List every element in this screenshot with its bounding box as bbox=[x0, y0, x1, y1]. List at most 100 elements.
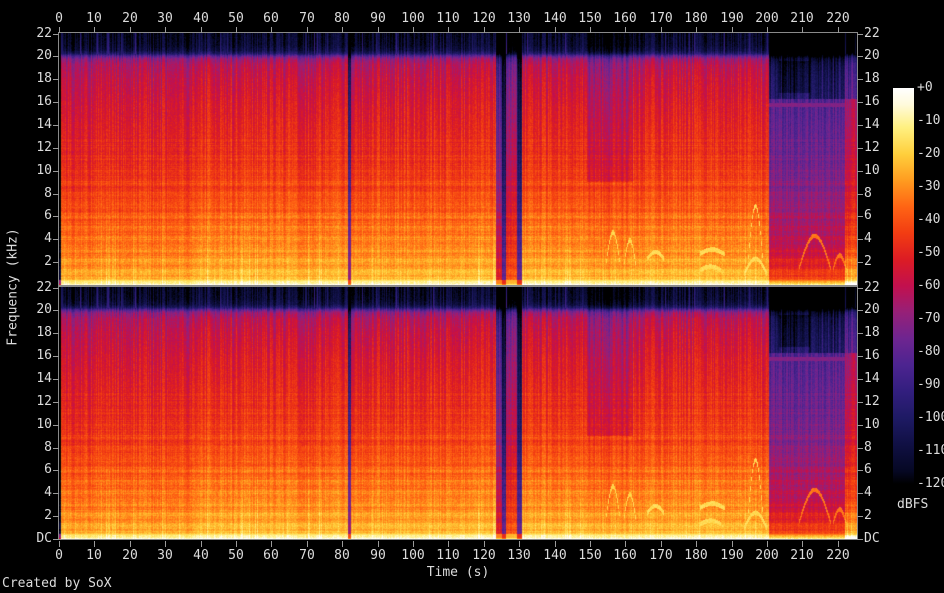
time-tick-label-bottom: 140 bbox=[543, 548, 567, 563]
time-tick-top bbox=[378, 27, 379, 33]
time-tick-label-bottom: 200 bbox=[755, 548, 779, 563]
time-tick-label-bottom: 40 bbox=[193, 548, 209, 563]
freq-tick-right bbox=[857, 425, 863, 426]
freq-tick-left bbox=[53, 448, 59, 449]
freq-tick-label-right: 20 bbox=[864, 48, 880, 63]
freq-tick-right bbox=[857, 102, 863, 103]
freq-tick-left bbox=[53, 79, 59, 80]
time-tick-top bbox=[519, 27, 520, 33]
freq-tick-label-right: 10 bbox=[864, 163, 880, 178]
freq-tick-left bbox=[53, 171, 59, 172]
freq-tick-right bbox=[857, 125, 863, 126]
time-tick-bottom bbox=[165, 541, 166, 547]
time-tick-top bbox=[838, 27, 839, 33]
time-tick-label-top: 40 bbox=[193, 11, 209, 26]
time-tick-label-bottom: 80 bbox=[334, 548, 350, 563]
freq-tick-label-left: DC bbox=[36, 531, 52, 546]
channel-2-border bbox=[58, 286, 858, 540]
freq-tick-left bbox=[53, 402, 59, 403]
time-tick-top bbox=[590, 27, 591, 33]
freq-tick-right bbox=[857, 194, 863, 195]
time-tick-label-top: 130 bbox=[507, 11, 531, 26]
colorbar-tick-label: -120 bbox=[917, 476, 944, 491]
freq-tick-right bbox=[857, 288, 863, 289]
time-tick-bottom bbox=[661, 541, 662, 547]
freq-tick-right bbox=[857, 239, 863, 240]
time-tick-label-top: 80 bbox=[334, 11, 350, 26]
freq-tick-label-left: 18 bbox=[36, 71, 52, 86]
time-tick-bottom bbox=[59, 541, 60, 547]
freq-tick-label-right: 18 bbox=[864, 71, 880, 86]
time-axis-title: Time (s) bbox=[426, 565, 490, 580]
colorbar-tick-label: -30 bbox=[917, 179, 941, 194]
time-tick-label-top: 60 bbox=[263, 11, 279, 26]
time-tick-bottom bbox=[625, 541, 626, 547]
time-tick-label-bottom: 110 bbox=[436, 548, 460, 563]
freq-tick-label-left: 22 bbox=[36, 26, 52, 41]
time-tick-label-bottom: 0 bbox=[55, 548, 63, 563]
time-tick-bottom bbox=[802, 541, 803, 547]
time-tick-label-bottom: 20 bbox=[122, 548, 138, 563]
freq-tick-label-right: 10 bbox=[864, 417, 880, 432]
freq-tick-right bbox=[857, 448, 863, 449]
time-tick-label-top: 150 bbox=[578, 11, 602, 26]
time-tick-bottom bbox=[555, 541, 556, 547]
time-tick-top bbox=[342, 27, 343, 33]
time-tick-label-bottom: 220 bbox=[826, 548, 850, 563]
time-tick-bottom bbox=[696, 541, 697, 547]
freq-tick-label-right: 6 bbox=[864, 462, 872, 477]
time-tick-label-top: 140 bbox=[543, 11, 567, 26]
time-tick-bottom bbox=[590, 541, 591, 547]
freq-tick-left bbox=[53, 288, 59, 289]
time-tick-top bbox=[165, 27, 166, 33]
time-tick-label-bottom: 210 bbox=[790, 548, 814, 563]
time-tick-label-top: 190 bbox=[720, 11, 744, 26]
freq-tick-label-right: 12 bbox=[864, 140, 880, 155]
freq-tick-right bbox=[857, 310, 863, 311]
time-tick-top bbox=[201, 27, 202, 33]
time-tick-label-bottom: 170 bbox=[649, 548, 673, 563]
time-tick-label-bottom: 180 bbox=[684, 548, 708, 563]
freq-tick-label-right: DC bbox=[864, 531, 880, 546]
freq-tick-right bbox=[857, 539, 863, 540]
time-tick-bottom bbox=[307, 541, 308, 547]
freq-tick-label-right: 14 bbox=[864, 117, 880, 132]
time-tick-label-top: 110 bbox=[436, 11, 460, 26]
time-tick-bottom bbox=[484, 541, 485, 547]
freq-tick-label-right: 14 bbox=[864, 371, 880, 386]
freq-tick-label-right: 8 bbox=[864, 440, 872, 455]
time-tick-top bbox=[484, 27, 485, 33]
time-tick-label-top: 10 bbox=[86, 11, 102, 26]
freq-tick-left bbox=[53, 425, 59, 426]
freq-tick-right bbox=[857, 493, 863, 494]
time-tick-label-top: 30 bbox=[157, 11, 173, 26]
colorbar-tick-label: -100 bbox=[917, 410, 944, 425]
time-tick-label-bottom: 30 bbox=[157, 548, 173, 563]
freq-tick-right bbox=[857, 402, 863, 403]
time-tick-bottom bbox=[838, 541, 839, 547]
time-tick-bottom bbox=[201, 541, 202, 547]
time-tick-label-top: 220 bbox=[826, 11, 850, 26]
time-tick-label-top: 160 bbox=[613, 11, 637, 26]
freq-tick-label-left: 18 bbox=[36, 325, 52, 340]
time-tick-top bbox=[661, 27, 662, 33]
freq-tick-label-right: 18 bbox=[864, 325, 880, 340]
freq-tick-right bbox=[857, 216, 863, 217]
freq-tick-label-left: 14 bbox=[36, 117, 52, 132]
time-tick-bottom bbox=[342, 541, 343, 547]
freq-tick-right bbox=[857, 79, 863, 80]
freq-tick-label-left: 12 bbox=[36, 394, 52, 409]
freq-tick-left bbox=[53, 34, 59, 35]
freq-tick-left bbox=[53, 125, 59, 126]
freq-tick-label-left: 8 bbox=[44, 440, 52, 455]
freq-tick-left bbox=[53, 262, 59, 263]
time-tick-top bbox=[94, 27, 95, 33]
freq-tick-label-left: 10 bbox=[36, 417, 52, 432]
spectrogram-channel-2 bbox=[59, 287, 857, 539]
time-tick-label-top: 180 bbox=[684, 11, 708, 26]
freq-tick-label-left: 6 bbox=[44, 462, 52, 477]
freq-tick-left bbox=[53, 239, 59, 240]
colorbar-gradient bbox=[893, 88, 914, 484]
time-tick-top bbox=[732, 27, 733, 33]
